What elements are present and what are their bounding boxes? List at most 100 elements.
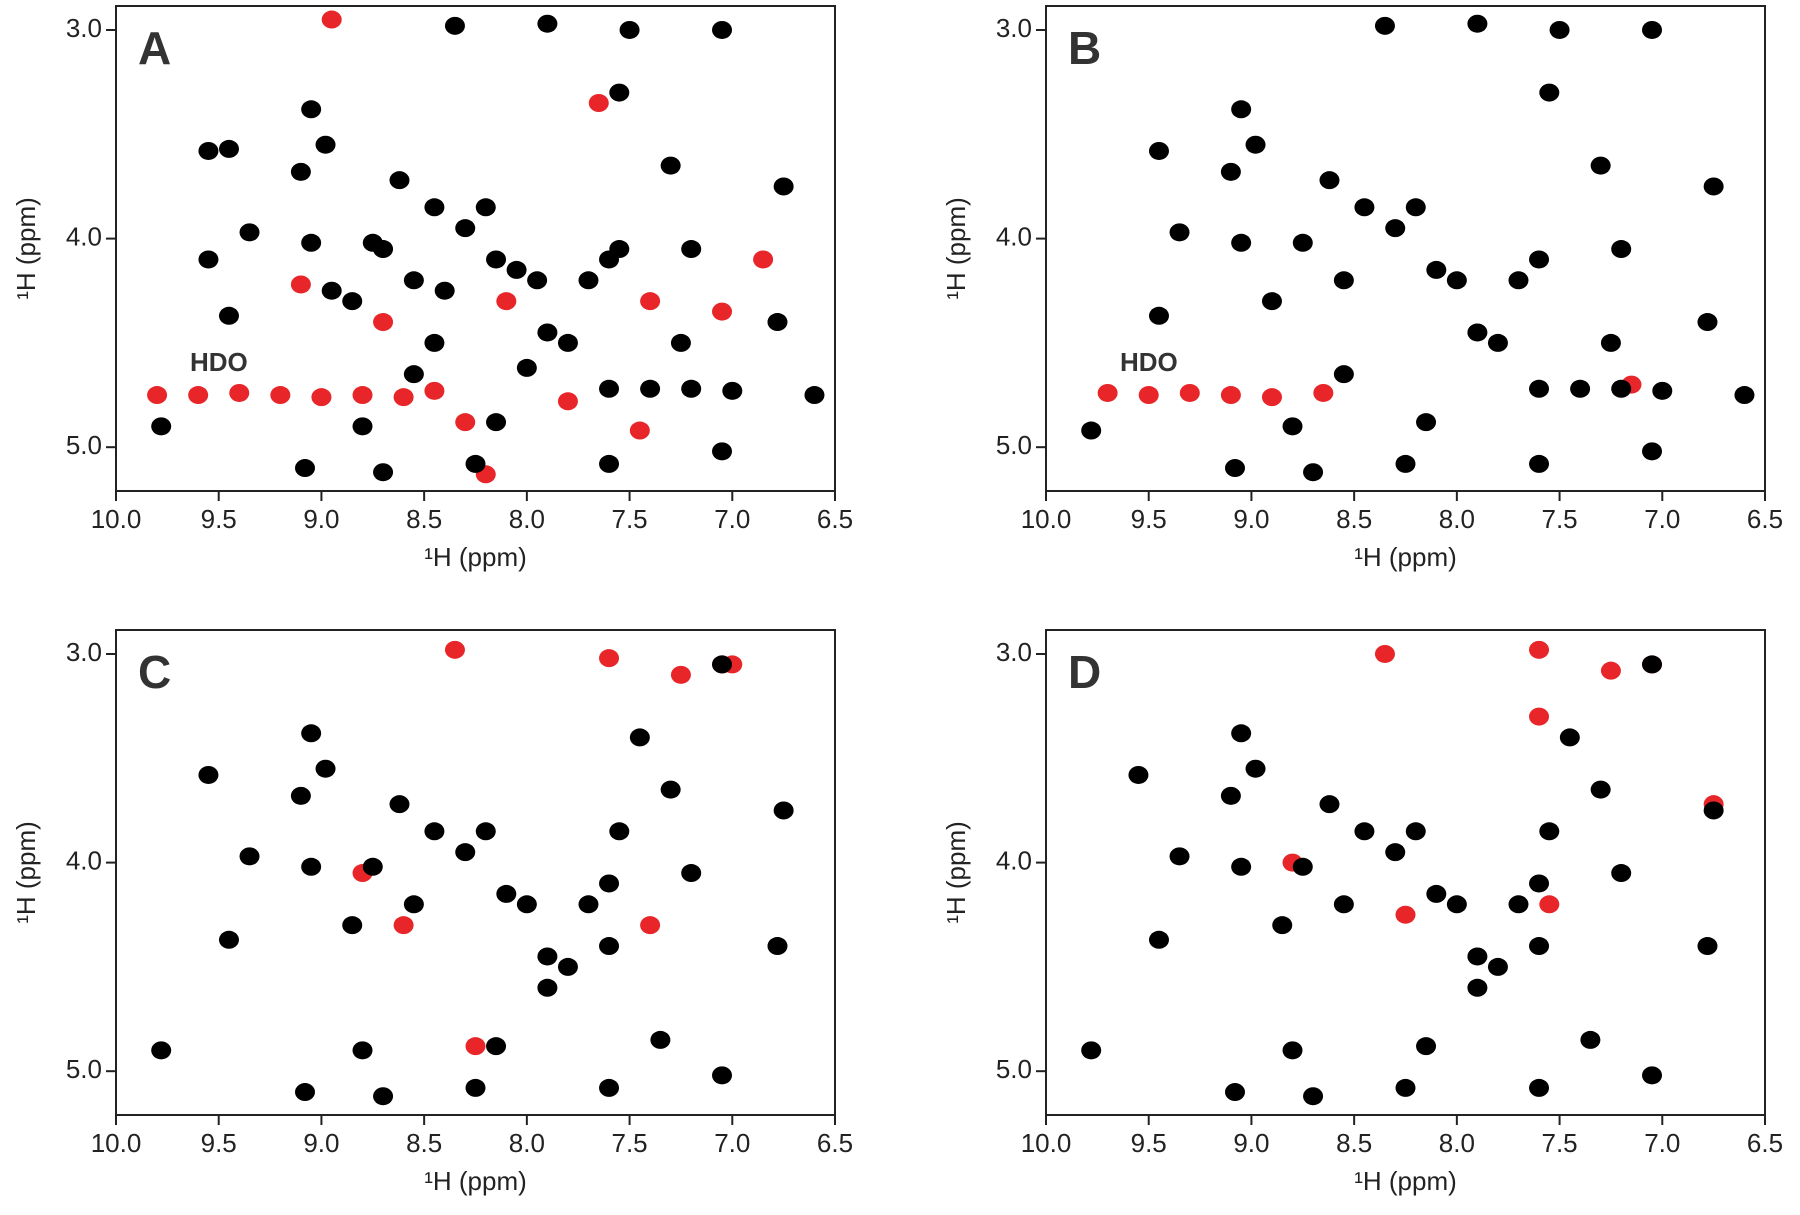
x-tick-label: 7.0: [1644, 1128, 1680, 1158]
peak: [1097, 383, 1118, 402]
peak: [1261, 388, 1282, 407]
peak: [403, 895, 424, 914]
peak: [1426, 884, 1447, 903]
peak: [1395, 454, 1416, 473]
peak: [1703, 177, 1724, 196]
x-tick-label: 10.0: [91, 504, 142, 534]
peak: [1385, 843, 1406, 862]
x-tick-label: 7.5: [1541, 504, 1577, 534]
peak: [619, 20, 640, 39]
peak: [712, 655, 733, 674]
panel-label: C: [138, 646, 171, 698]
peak: [609, 240, 630, 259]
x-tick-label: 9.5: [201, 504, 237, 534]
peak: [1169, 223, 1190, 242]
peak: [557, 333, 578, 352]
y-tick-label: 5.0: [66, 430, 102, 460]
peak: [1559, 728, 1580, 747]
peak: [455, 843, 476, 862]
peak: [599, 874, 620, 893]
x-tick-label: 6.5: [1747, 1128, 1783, 1158]
peak: [1416, 1037, 1437, 1056]
peak: [1529, 937, 1550, 956]
peak: [315, 759, 336, 778]
peak: [301, 100, 322, 119]
peak: [578, 271, 599, 290]
peak: [403, 365, 424, 384]
y-tick-label: 4.0: [996, 221, 1032, 251]
y-tick-label: 3.0: [996, 13, 1032, 43]
peak: [588, 94, 609, 112]
plot-frame: [115, 5, 836, 492]
peak: [1467, 947, 1488, 966]
peak: [1652, 381, 1673, 400]
peak: [1611, 379, 1632, 398]
peak: [1487, 957, 1508, 976]
peak: [1529, 874, 1550, 893]
y-tick-label: 5.0: [66, 1054, 102, 1084]
peak: [1642, 442, 1663, 461]
peak: [198, 250, 219, 269]
peak: [1333, 895, 1354, 914]
peak: [599, 937, 620, 956]
peak: [1292, 233, 1313, 252]
peak: [147, 386, 168, 405]
peak: [424, 381, 445, 400]
y-tick-label: 3.0: [66, 13, 102, 43]
peak: [516, 358, 537, 377]
y-tick-label: 4.0: [66, 845, 102, 875]
peak: [1508, 895, 1529, 914]
peak: [301, 857, 322, 876]
peak: [1148, 141, 1169, 160]
peak: [1539, 822, 1560, 841]
peak: [599, 379, 620, 398]
x-tick-label: 9.0: [1233, 1128, 1269, 1158]
peak: [599, 1078, 620, 1097]
peak: [1446, 895, 1467, 914]
peak: [486, 1037, 507, 1056]
peak: [640, 292, 661, 311]
peak: [1405, 198, 1426, 217]
peak: [403, 271, 424, 290]
peak: [424, 198, 445, 217]
peak: [342, 916, 363, 935]
peak: [1703, 801, 1724, 820]
peak: [640, 916, 661, 935]
peak: [198, 141, 219, 160]
x-tick-label: 7.0: [1644, 504, 1680, 534]
peak: [629, 728, 650, 747]
peak: [609, 83, 630, 102]
peak: [373, 463, 394, 482]
peak: [1333, 271, 1354, 290]
x-tick-label: 8.5: [1336, 1128, 1372, 1158]
peak: [773, 801, 794, 820]
peak: [1179, 383, 1200, 402]
peak: [1282, 1041, 1303, 1060]
peak: [1261, 292, 1282, 311]
peak: [681, 864, 702, 883]
peak: [1231, 233, 1252, 252]
peak: [712, 1066, 733, 1085]
peak: [389, 171, 410, 190]
x-tick-label: 7.0: [714, 1128, 750, 1158]
peak: [294, 459, 315, 478]
peak: [321, 281, 342, 300]
x-axis-label: ¹H (ppm): [1354, 542, 1457, 572]
x-tick-label: 6.5: [817, 1128, 853, 1158]
peak: [1590, 156, 1611, 175]
peak: [198, 765, 219, 784]
peak: [681, 240, 702, 259]
peak: [516, 895, 537, 914]
peak: [1467, 978, 1488, 997]
peak: [311, 388, 332, 407]
peak: [1467, 323, 1488, 342]
peak: [1231, 724, 1252, 743]
x-tick-label: 8.5: [406, 1128, 442, 1158]
x-tick-label: 7.5: [611, 1128, 647, 1158]
peak: [1570, 379, 1591, 398]
peak: [1529, 707, 1550, 726]
peak: [465, 1037, 486, 1056]
peak: [373, 1087, 394, 1106]
